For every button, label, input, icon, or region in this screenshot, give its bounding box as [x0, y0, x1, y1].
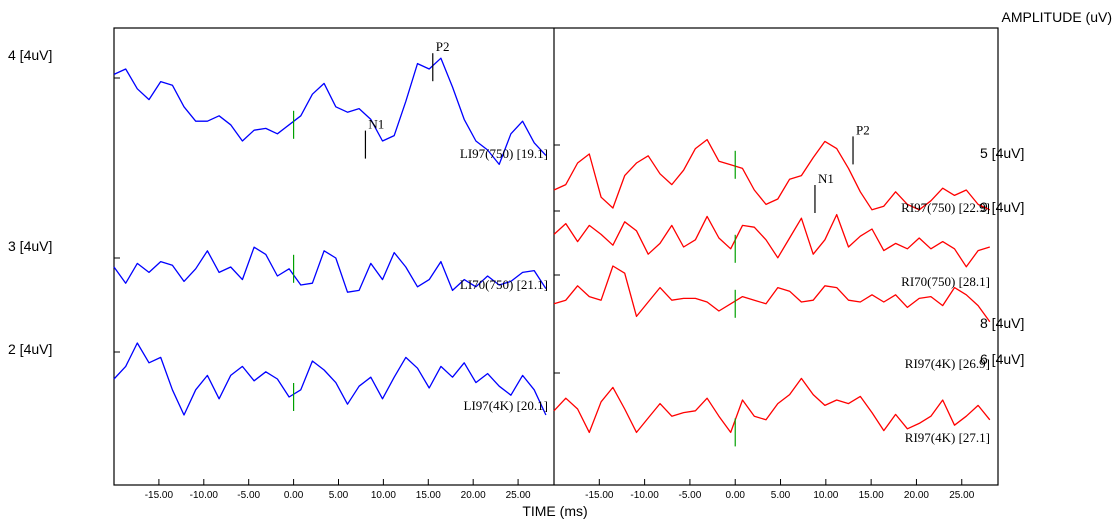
trace-label: RI97(750) [22.9] [901, 200, 990, 215]
x-axis-ticks: -15.00 -10.00 -5.00 0.00 5.00 10.00 15.00 20.00… [145, 479, 975, 501]
x-tick-label: 0.00 [725, 490, 745, 501]
waveform-trace [553, 213, 990, 268]
waveform-trace [113, 342, 547, 416]
x-tick-label: 10.00 [813, 490, 838, 501]
x-tick-label: -10.00 [190, 490, 219, 501]
trace-label: RI70(750) [28.1] [901, 274, 990, 289]
waveform-trace [113, 246, 547, 293]
x-tick-label: 20.00 [904, 490, 929, 501]
time-axis-title: TIME (ms) [522, 503, 587, 519]
waveform-trace [553, 138, 991, 211]
waveform-trace [553, 265, 991, 323]
x-tick-label: 15.00 [416, 490, 441, 501]
left-panel: 4 [4uV] 3 [4uV] 2 [4uV] N1 P2 LI97(750) [19.1… [8, 39, 548, 416]
x-tick-label: -5.00 [237, 490, 260, 501]
waveform-trace [113, 57, 547, 166]
x-tick-label: 20.00 [461, 490, 486, 501]
x-tick-label: 25.00 [506, 490, 531, 501]
x-tick-label: -15.00 [145, 490, 174, 501]
x-tick-label: 0.00 [284, 490, 304, 501]
x-tick-label: -5.00 [679, 490, 702, 501]
amplitude-scale-label: 5 [4uV] [980, 145, 1024, 161]
peak-label: N1 [368, 117, 384, 132]
plot-frame [113, 27, 999, 486]
peak-label: P2 [856, 122, 870, 137]
amplitude-scale-label: 8 [4uV] [980, 315, 1024, 331]
right-panel: 5 [4uV] 9 [4uV] 8 [4uV] 6 [4uV] N1 P2 RI97(750… [553, 122, 1024, 447]
amplitude-scale-label: 2 [4uV] [8, 341, 52, 357]
amplitude-scale-label: 4 [4uV] [8, 47, 52, 63]
x-tick-label: 25.00 [949, 490, 974, 501]
amplitude-axis-title: AMPLITUDE (uV) [1002, 9, 1112, 25]
trace-label: LI97(4K) [20.1] [464, 398, 548, 413]
x-tick-label: 10.00 [371, 490, 396, 501]
amplitude-scale-label: 3 [4uV] [8, 238, 52, 254]
x-tick-label: -15.00 [585, 490, 614, 501]
amplitude-scale-label: 9 [4uV] [980, 199, 1024, 215]
x-tick-label: 5.00 [771, 490, 791, 501]
peak-label: P2 [436, 39, 450, 54]
trace-label: LI70(750) [21.1] [460, 277, 548, 292]
waveform-trace [553, 377, 991, 434]
trace-label: LI97(750) [19.1] [460, 146, 548, 161]
amplitude-scale-label: 6 [4uV] [980, 351, 1024, 367]
x-tick-label: -10.00 [630, 490, 659, 501]
peak-label: N1 [818, 171, 834, 186]
trace-label: RI97(4K) [26.9] [905, 356, 990, 371]
trace-label: RI97(4K) [27.1] [905, 430, 990, 445]
x-tick-label: 5.00 [329, 490, 349, 501]
x-tick-label: 15.00 [859, 490, 884, 501]
